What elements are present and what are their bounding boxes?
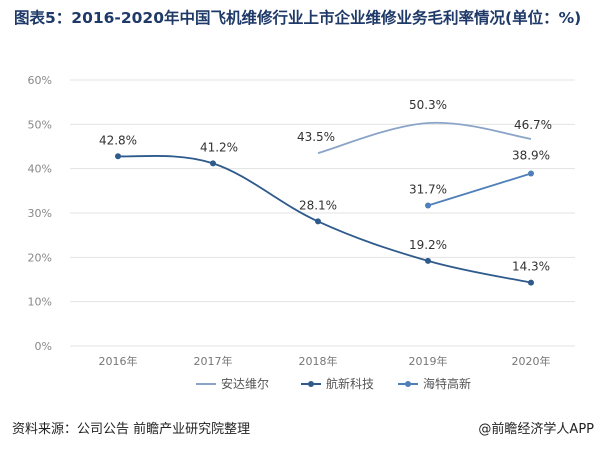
- legend-label: 海特高新: [423, 376, 471, 391]
- data-label: 31.7%: [409, 182, 447, 196]
- data-point: [115, 153, 121, 160]
- data-point: [425, 257, 431, 264]
- y-tick-label: 20%: [28, 251, 52, 264]
- y-tick-label: 40%: [28, 163, 52, 176]
- y-tick-label: 50%: [28, 118, 52, 131]
- x-tick-label: 2016年: [99, 354, 138, 368]
- legend-label: 航新科技: [326, 376, 374, 391]
- source-note: 资料来源：公司公告 前瞻产业研究院整理: [12, 422, 251, 437]
- y-tick-label: 60%: [28, 74, 52, 87]
- x-tick-label: 2017年: [194, 354, 233, 368]
- data-label: 38.9%: [512, 149, 550, 163]
- legend-label: 安达维尔: [221, 376, 269, 391]
- data-label: 19.2%: [409, 238, 447, 252]
- data-label: 28.1%: [299, 198, 337, 212]
- data-point: [528, 170, 534, 177]
- legend-marker: [308, 381, 314, 387]
- data-point: [528, 279, 534, 286]
- data-point: [425, 202, 431, 209]
- data-label: 43.5%: [297, 130, 335, 144]
- x-tick-label: 2019年: [409, 354, 448, 368]
- data-label: 50.3%: [409, 98, 447, 112]
- chart-title: 图表5：2016-2020年中国飞机维修行业上市企业维修业务毛利率情况(单位：%…: [14, 9, 582, 27]
- data-point: [315, 218, 321, 225]
- data-label: 41.2%: [200, 140, 238, 154]
- x-tick-label: 2018年: [299, 354, 338, 368]
- y-tick-label: 0%: [35, 340, 52, 353]
- series-line-3: [427, 172, 532, 207]
- data-label: 46.7%: [514, 118, 552, 132]
- data-label: 14.3%: [512, 260, 550, 274]
- y-tick-label: 10%: [28, 296, 52, 309]
- data-label: 42.8%: [99, 133, 137, 147]
- series-line-1: [317, 121, 532, 155]
- y-tick-label: 30%: [28, 207, 52, 220]
- data-point: [210, 160, 216, 167]
- legend-marker: [405, 381, 411, 387]
- x-tick-label: 2020年: [512, 354, 551, 368]
- series-line-2: [117, 154, 532, 284]
- brand-credit: @前瞻经济学人APP: [478, 422, 594, 437]
